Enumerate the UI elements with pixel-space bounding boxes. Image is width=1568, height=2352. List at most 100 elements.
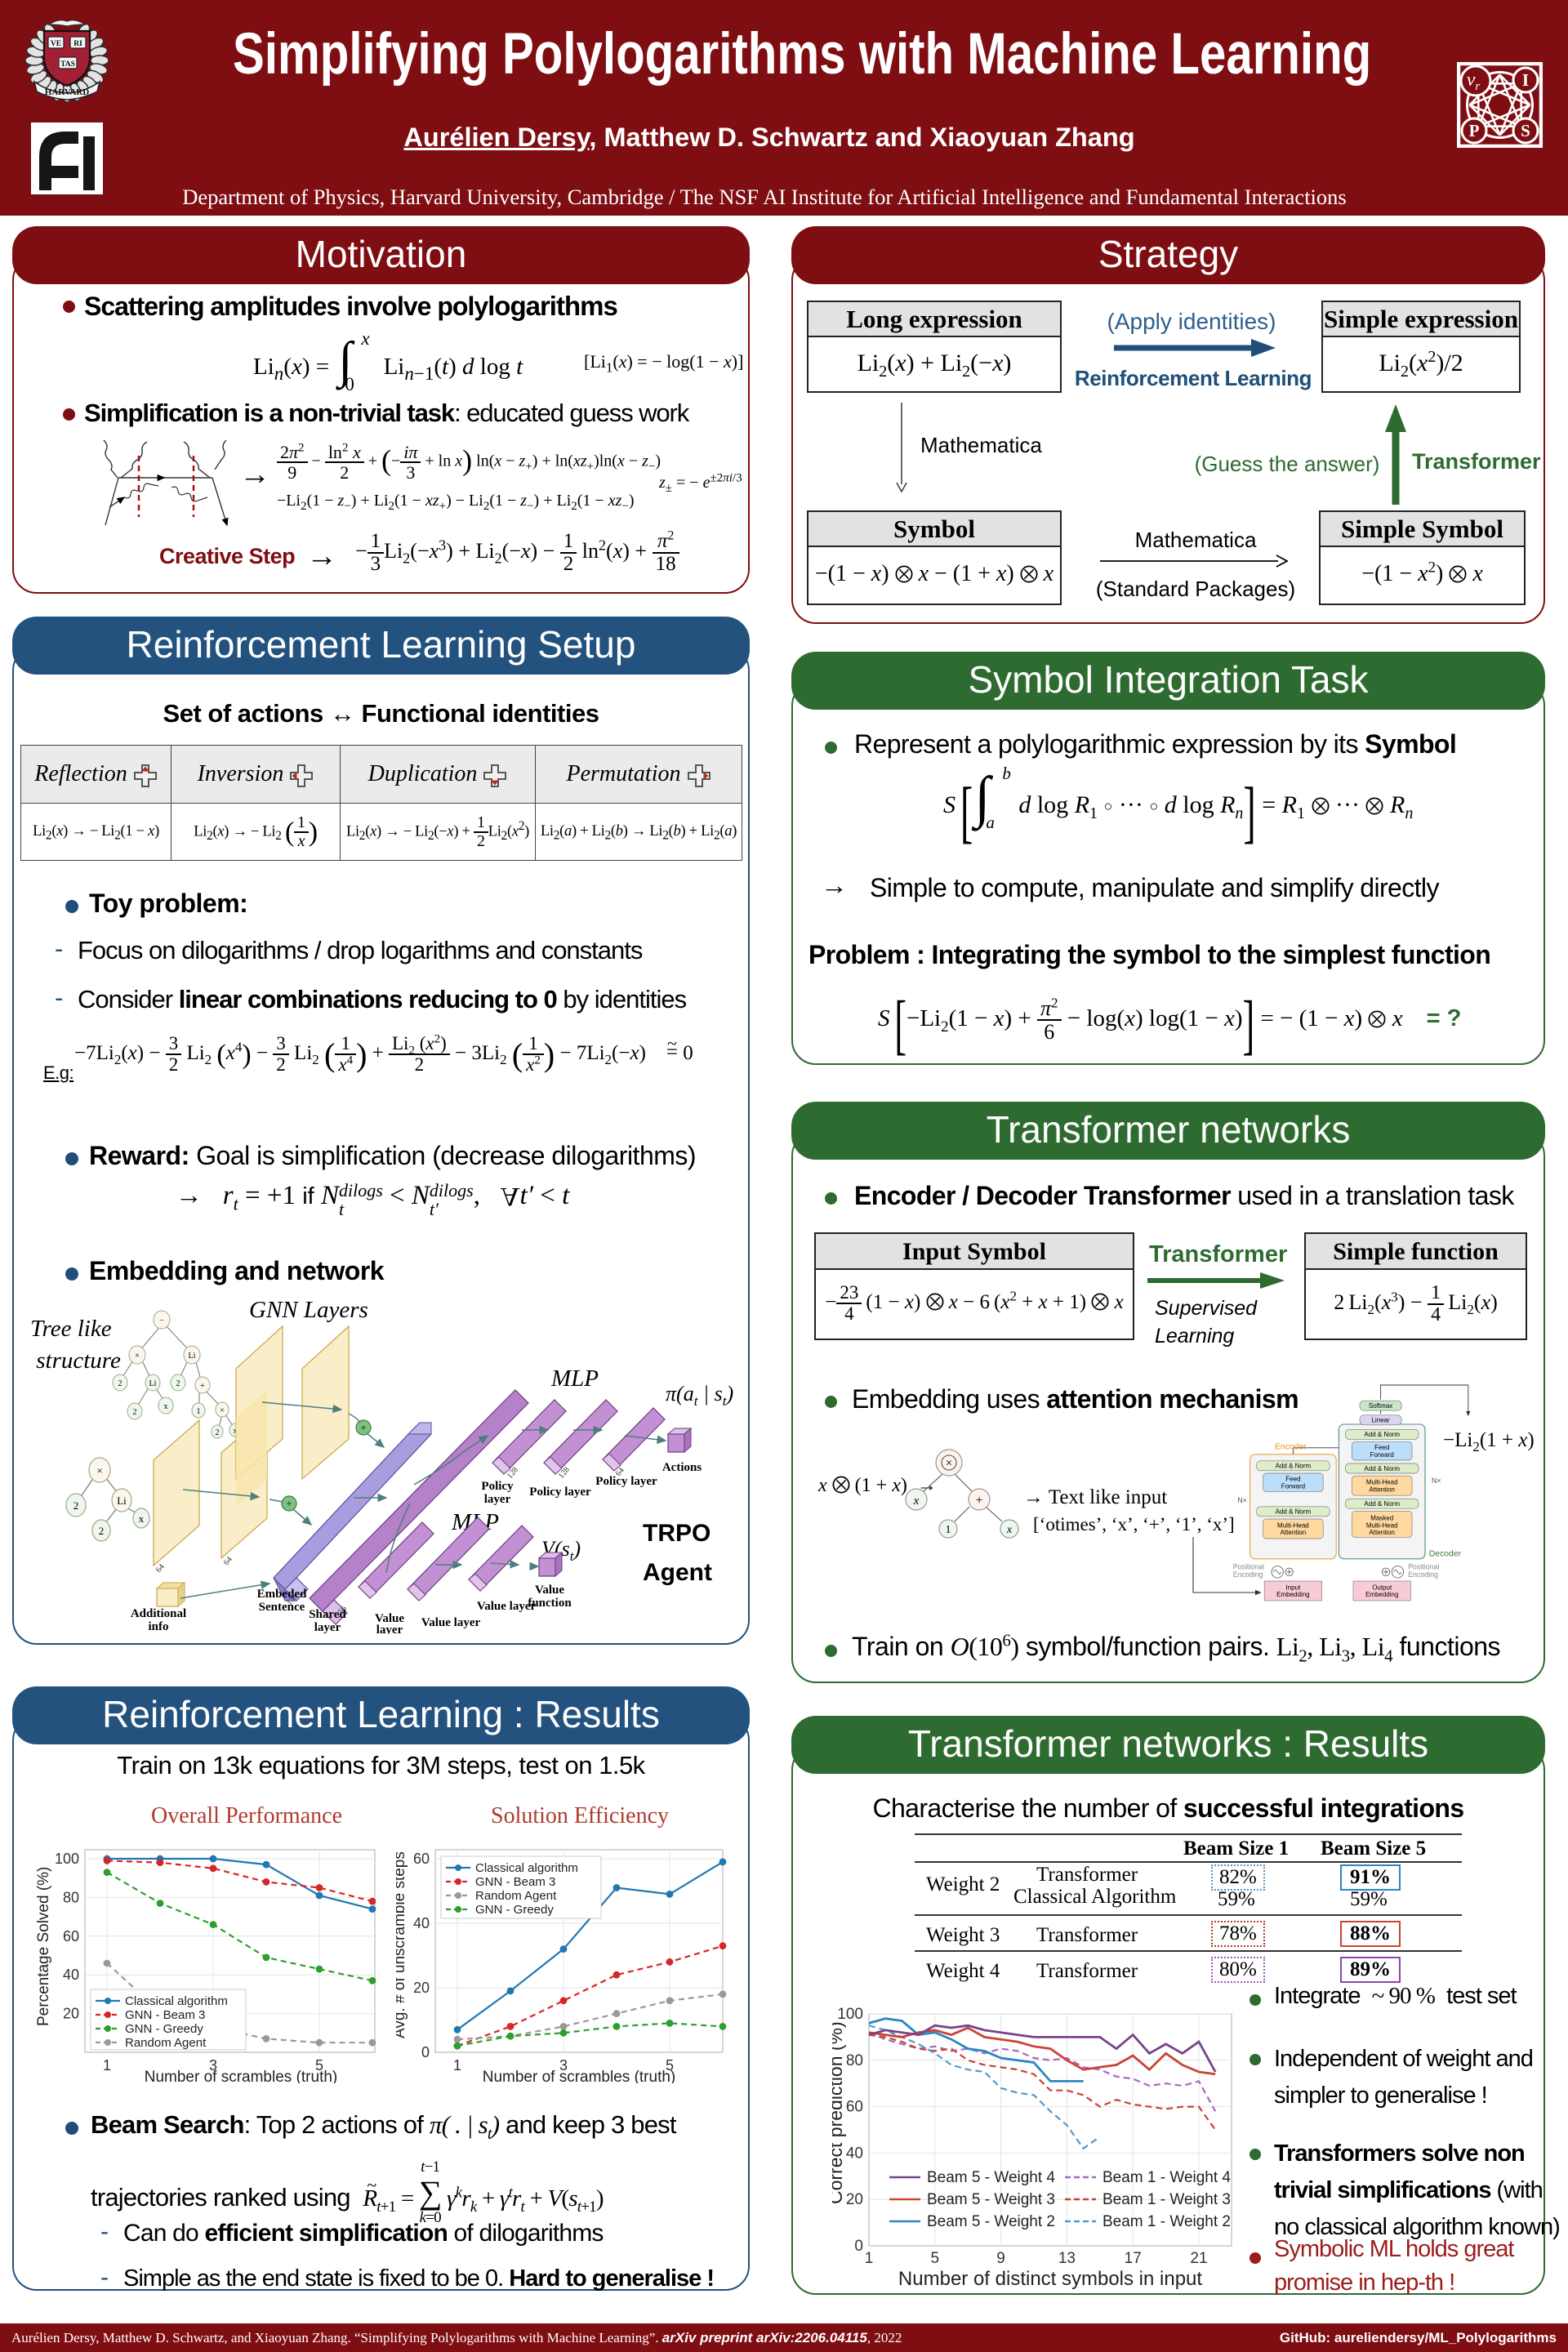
svg-text:Embeded: Embeded — [257, 1588, 308, 1601]
svg-text:Random Agent: Random Agent — [475, 1889, 557, 1903]
svg-text:+: + — [200, 1382, 205, 1391]
svg-text:3: 3 — [559, 2057, 568, 2074]
svg-text:function: function — [528, 1597, 572, 1610]
svg-text:Value layer: Value layer — [477, 1600, 537, 1613]
svg-text:Forward: Forward — [1281, 1482, 1305, 1490]
svg-text:1: 1 — [453, 2057, 461, 2074]
svg-text:Embedding: Embedding — [1276, 1591, 1309, 1598]
svg-text:Additional: Additional — [131, 1607, 186, 1620]
svg-text:×: × — [220, 1406, 225, 1415]
svg-text:x: x — [913, 1494, 920, 1508]
svg-text:Percentage Solved (%): Percentage Solved (%) — [37, 1867, 52, 2026]
svg-text:1: 1 — [946, 1524, 951, 1536]
svg-text:1: 1 — [103, 2057, 111, 2074]
svg-text:0: 0 — [421, 2044, 430, 2060]
svg-text:Value layer: Value layer — [421, 1616, 481, 1629]
svg-text:I: I — [1522, 70, 1529, 90]
svg-text:Softmax: Softmax — [1369, 1402, 1392, 1410]
svg-text:Number of distinct symbols in: Number of distinct symbols in input — [898, 2268, 1202, 2290]
svg-text:Actions: Actions — [662, 1461, 702, 1474]
svg-text:GNN - Greedy: GNN - Greedy — [475, 1903, 554, 1917]
svg-text:Classical algorithm: Classical algorithm — [125, 1994, 228, 2008]
svg-text:2: 2 — [118, 1379, 122, 1388]
svg-text:Add & Norm: Add & Norm — [1364, 1500, 1400, 1508]
svg-text:GNN - Beam 3: GNN - Beam 3 — [475, 1875, 555, 1889]
svg-text:Input: Input — [1286, 1584, 1302, 1591]
svg-text:Attention: Attention — [1369, 1486, 1395, 1493]
svg-text:×: × — [96, 1464, 102, 1477]
svg-text:5: 5 — [666, 2057, 674, 2074]
svg-text:40: 40 — [413, 1915, 430, 1931]
svg-text:20: 20 — [846, 2191, 863, 2208]
svg-text:Multi-Head: Multi-Head — [1277, 1521, 1309, 1529]
svg-text:Attention: Attention — [1369, 1529, 1395, 1536]
svg-text:Multi-Head: Multi-Head — [1366, 1521, 1398, 1529]
svg-text:80: 80 — [846, 2052, 863, 2069]
svg-text:13: 13 — [1058, 2250, 1076, 2267]
svg-text:20: 20 — [413, 1980, 430, 1996]
svg-text:1: 1 — [865, 2250, 874, 2267]
svg-text:x: x — [1006, 1524, 1013, 1536]
svg-text:Beam 1 - Weight 2: Beam 1 - Weight 2 — [1102, 2213, 1231, 2230]
svg-text:layer: layer — [314, 1621, 341, 1634]
svg-text:Beam 1 - Weight 3: Beam 1 - Weight 3 — [1102, 2191, 1231, 2208]
svg-text:x: x — [139, 1512, 145, 1525]
svg-text:Number of scrambles (truth): Number of scrambles (truth) — [483, 2069, 676, 2083]
svg-text:100: 100 — [55, 1851, 79, 1867]
svg-text:2: 2 — [99, 1525, 105, 1537]
svg-text:Positional: Positional — [1233, 1563, 1264, 1571]
svg-text:Li: Li — [149, 1379, 157, 1388]
svg-text:Attention: Attention — [1281, 1529, 1307, 1536]
svg-text:2: 2 — [176, 1379, 180, 1388]
svg-text:Shared: Shared — [309, 1608, 346, 1621]
svg-text:RI: RI — [74, 40, 82, 48]
svg-text:5: 5 — [931, 2250, 940, 2267]
svg-text:VE: VE — [51, 40, 61, 48]
svg-text:P: P — [1469, 121, 1480, 140]
svg-text:60: 60 — [63, 1928, 79, 1944]
svg-text:17: 17 — [1125, 2250, 1142, 2267]
svg-text:40: 40 — [63, 1967, 79, 1983]
svg-text:21: 21 — [1190, 2250, 1207, 2267]
svg-text:×: × — [135, 1352, 140, 1361]
svg-text:HARVARD: HARVARD — [45, 87, 89, 97]
svg-text:Forward: Forward — [1370, 1451, 1394, 1459]
svg-text:20: 20 — [63, 2006, 79, 2022]
svg-text:Embedding: Embedding — [1365, 1591, 1398, 1598]
svg-text:TAS: TAS — [60, 60, 75, 69]
svg-text:info: info — [148, 1620, 168, 1633]
svg-text:64: 64 — [222, 1555, 234, 1567]
svg-text:Correct prediction (%): Correct prediction (%) — [832, 2021, 846, 2204]
svg-text:Encoding: Encoding — [1408, 1570, 1438, 1579]
svg-text:+: + — [286, 1498, 292, 1509]
svg-text:layer: layer — [376, 1624, 403, 1634]
svg-text:40: 40 — [846, 2145, 863, 2162]
svg-text:2: 2 — [133, 1408, 137, 1417]
svg-text:64: 64 — [154, 1562, 167, 1575]
svg-text:60: 60 — [846, 2099, 863, 2116]
svg-text:Encoder: Encoder — [1275, 1442, 1307, 1451]
svg-text:N×: N× — [1237, 1496, 1247, 1504]
svg-text:Classical algorithm: Classical algorithm — [475, 1861, 578, 1875]
svg-text:Beam 5 - Weight 4: Beam 5 - Weight 4 — [927, 2169, 1055, 2186]
svg-text:5: 5 — [315, 2057, 323, 2074]
svg-text:x: x — [234, 1427, 238, 1436]
svg-text:S: S — [1521, 121, 1530, 140]
svg-text:Multi-Head: Multi-Head — [1366, 1479, 1398, 1486]
svg-text:Add & Norm: Add & Norm — [1364, 1431, 1400, 1438]
svg-text:Masked: Masked — [1370, 1515, 1393, 1522]
svg-text:Add & Norm: Add & Norm — [1276, 1508, 1312, 1516]
svg-text:Value: Value — [375, 1612, 404, 1625]
svg-text:9: 9 — [996, 2250, 1005, 2267]
svg-text:x: x — [164, 1402, 168, 1411]
svg-text:Output: Output — [1372, 1584, 1392, 1591]
svg-text:Encoding: Encoding — [1233, 1570, 1263, 1579]
svg-text:layer: layer — [484, 1493, 511, 1506]
svg-text:×: × — [946, 1457, 952, 1470]
svg-text:0: 0 — [854, 2238, 863, 2255]
svg-text:GNN - Beam 3: GNN - Beam 3 — [125, 2008, 205, 2022]
svg-text:−: − — [159, 1316, 164, 1325]
svg-text:Feed: Feed — [1374, 1444, 1389, 1451]
svg-text:Value: Value — [535, 1584, 564, 1597]
svg-text:Sentence: Sentence — [259, 1601, 305, 1614]
